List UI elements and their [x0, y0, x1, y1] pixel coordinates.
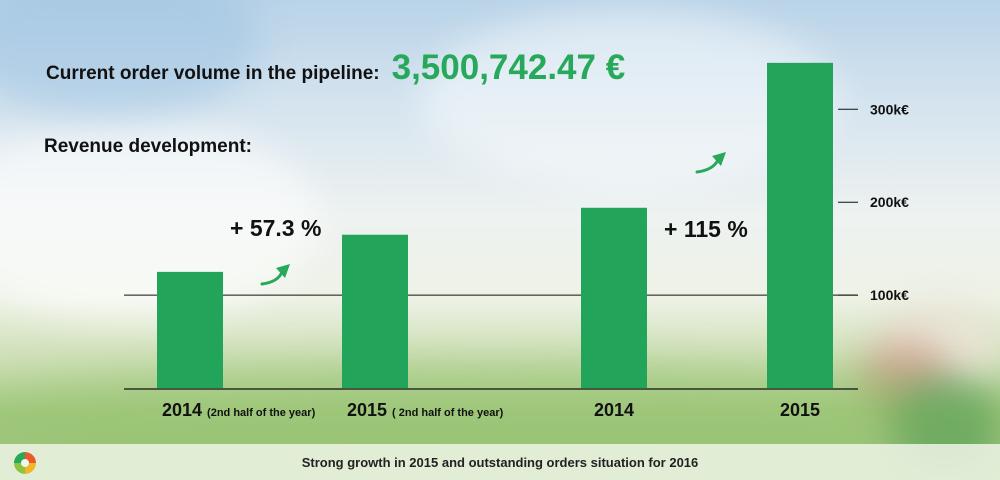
category-label: 2014	[594, 400, 634, 420]
order-volume-headline: Current order volume in the pipeline: 3,…	[46, 48, 625, 88]
growth-arrowhead-icon	[712, 152, 726, 166]
category-year: 2014	[162, 400, 202, 420]
order-volume-value: 3,500,742.47 €	[391, 48, 626, 87]
growth-percentage-label: + 115 %	[664, 216, 748, 242]
revenue-development-title: Revenue development:	[44, 136, 252, 157]
revenue-bar	[342, 234, 408, 388]
growth-arrow-icon	[695, 158, 720, 174]
category-label: 2015	[780, 400, 820, 420]
category-label: 2014 (2nd half of the year)	[162, 400, 316, 420]
revenue-bar	[157, 271, 223, 388]
footer-caption: Strong growth in 2015 and outstanding or…	[301, 454, 699, 470]
revenue-bar	[767, 62, 833, 388]
y-tick-label: 200k€	[870, 194, 909, 210]
category-year: 2015	[347, 400, 387, 420]
category-label: 2015 ( 2nd half of the year)	[347, 400, 504, 420]
brand-logo-icon	[14, 452, 36, 474]
category-period-note: (2nd half of the year)	[207, 407, 316, 419]
order-volume-label: Current order volume in the pipeline:	[46, 63, 380, 84]
category-period-note: ( 2nd half of the year)	[392, 407, 504, 419]
y-tick-label: 300k€	[870, 101, 909, 117]
revenue-bar	[581, 207, 647, 388]
growth-percentage-label: + 57.3 %	[230, 215, 321, 241]
growth-arrowhead-icon	[276, 264, 290, 278]
category-year: 2014	[594, 400, 634, 420]
house-blur	[880, 300, 1000, 390]
growth-arrow-icon	[260, 270, 284, 286]
category-year: 2015	[780, 400, 820, 420]
y-tick-label: 100k€	[870, 287, 909, 303]
footer-bar: Strong growth in 2015 and outstanding or…	[0, 444, 1000, 480]
